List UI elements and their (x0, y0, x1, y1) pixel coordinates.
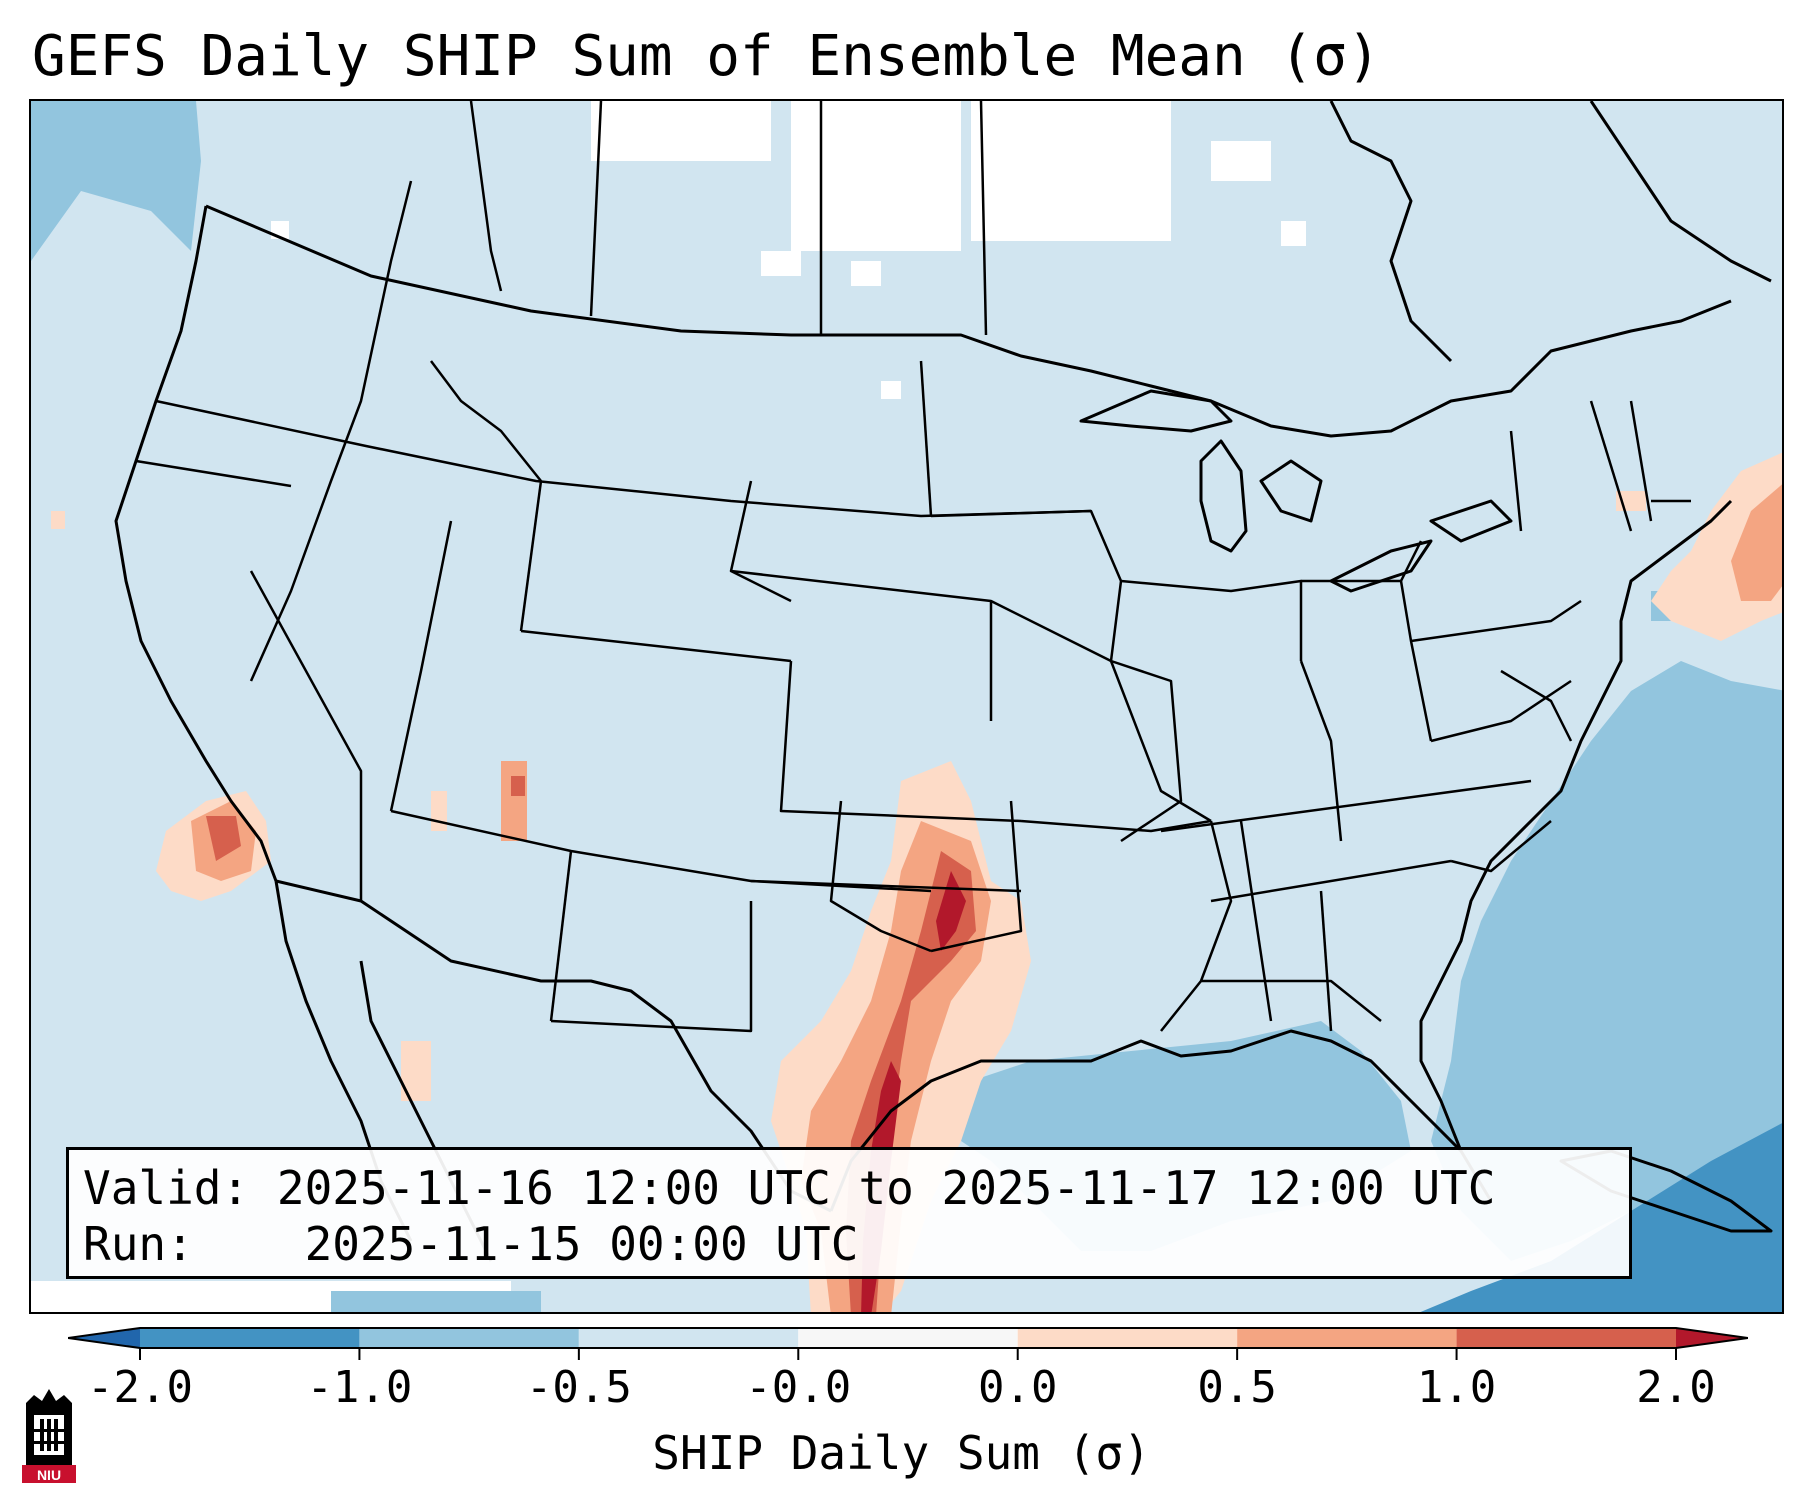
map-panel (29, 99, 1784, 1314)
field-southwest-positive (51, 511, 527, 1101)
colorbar-label: SHIP Daily Sum (σ) (652, 1426, 1151, 1480)
niu-logo: NIU (22, 1389, 76, 1483)
valid-row: Valid: 2025-11-16 12:00 UTC to 2025-11-1… (83, 1160, 1615, 1216)
field-atlantic-positive (1616, 452, 1782, 641)
colorbar-tick-label: 2.0 (1636, 1362, 1716, 1413)
state-borders (135, 180, 1691, 1033)
colorbar-extension-low (68, 1328, 140, 1348)
run-label: Run: (83, 1217, 194, 1271)
colorbar-segment (359, 1328, 579, 1348)
validity-info-box: Valid: 2025-11-16 12:00 UTC to 2025-11-1… (66, 1147, 1632, 1279)
logo-text: NIU (37, 1467, 61, 1483)
valid-value: 2025-11-16 12:00 UTC to 2025-11-17 12:00… (276, 1161, 1496, 1215)
colorbar-extension-high (1676, 1328, 1748, 1348)
colorbar-segment (1237, 1328, 1457, 1348)
colorbar-tick-label: -1.0 (306, 1362, 413, 1413)
run-value: 2025-11-15 00:00 UTC (304, 1217, 859, 1271)
colorbar-tick-label: 1.0 (1416, 1362, 1497, 1413)
colorbar-segment (1456, 1328, 1676, 1348)
colorbar-segment (140, 1328, 360, 1348)
colorbar-tick-label: -0.5 (525, 1362, 632, 1413)
run-row: Run: 2025-11-15 00:00 UTC (83, 1216, 1615, 1272)
field-pacific-negative (31, 101, 541, 1312)
colorbar-segment (1017, 1328, 1238, 1348)
map-canvas (31, 101, 1782, 1312)
colorbar-tick-label: -2.0 (87, 1362, 193, 1413)
colorbar-segment (578, 1328, 799, 1348)
map-title: GEFS Daily SHIP Sum of Ensemble Mean (σ) (32, 24, 1381, 89)
colorbar-segments (68, 1327, 1748, 1349)
colorbar-ticks (139, 1348, 1677, 1360)
field-caribbean-strong-negative (1420, 1123, 1782, 1312)
colorbar (68, 1327, 1748, 1360)
colorbar-tick-label: 0.0 (977, 1362, 1058, 1413)
colorbar-tick-label: 0.5 (1197, 1362, 1277, 1413)
province-borders (469, 101, 988, 336)
colorbar-segment (798, 1328, 1018, 1348)
valid-label: Valid: (83, 1161, 250, 1215)
colorbar-tick-label: -0.0 (745, 1362, 852, 1413)
